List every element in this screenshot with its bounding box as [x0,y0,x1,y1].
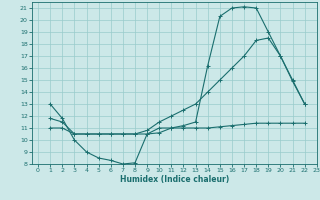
X-axis label: Humidex (Indice chaleur): Humidex (Indice chaleur) [120,175,229,184]
